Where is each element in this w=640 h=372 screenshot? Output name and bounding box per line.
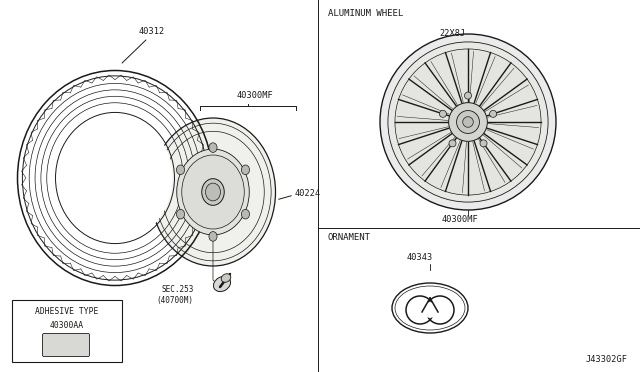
Ellipse shape <box>209 143 217 153</box>
Ellipse shape <box>205 183 221 201</box>
Circle shape <box>456 110 479 134</box>
Text: 40312: 40312 <box>139 28 165 36</box>
Text: 40300MF: 40300MF <box>442 215 478 224</box>
Circle shape <box>380 34 556 210</box>
Text: ADHESIVE TYPE: ADHESIVE TYPE <box>35 308 99 317</box>
Ellipse shape <box>209 232 217 241</box>
Text: 40300MF: 40300MF <box>237 90 273 99</box>
Circle shape <box>449 103 488 141</box>
Text: ORNAMENT: ORNAMENT <box>328 232 371 241</box>
Bar <box>12 300 122 362</box>
Text: 22X8J: 22X8J <box>440 29 466 38</box>
Text: J43302GF: J43302GF <box>586 356 628 365</box>
Text: ALUMINUM WHEEL: ALUMINUM WHEEL <box>328 10 403 19</box>
FancyBboxPatch shape <box>42 334 90 356</box>
Ellipse shape <box>214 276 230 292</box>
Text: (40700M): (40700M) <box>157 295 193 305</box>
Ellipse shape <box>418 302 442 318</box>
Text: 40224: 40224 <box>295 189 321 198</box>
Ellipse shape <box>58 115 173 241</box>
Ellipse shape <box>241 209 250 219</box>
Ellipse shape <box>177 165 184 174</box>
Ellipse shape <box>392 283 468 333</box>
Circle shape <box>490 110 497 117</box>
Circle shape <box>480 140 487 147</box>
Ellipse shape <box>221 274 231 282</box>
Circle shape <box>395 49 541 195</box>
Text: SEC.253: SEC.253 <box>162 285 194 295</box>
Circle shape <box>463 117 474 127</box>
Ellipse shape <box>202 179 224 205</box>
Ellipse shape <box>150 118 275 266</box>
Circle shape <box>465 92 472 99</box>
Circle shape <box>388 42 548 202</box>
Ellipse shape <box>177 209 184 219</box>
Text: 40300AA: 40300AA <box>50 321 84 330</box>
Ellipse shape <box>241 165 250 174</box>
Circle shape <box>440 110 447 117</box>
Text: 40343: 40343 <box>407 253 433 263</box>
Ellipse shape <box>182 155 244 229</box>
Circle shape <box>449 140 456 147</box>
Ellipse shape <box>177 149 249 235</box>
